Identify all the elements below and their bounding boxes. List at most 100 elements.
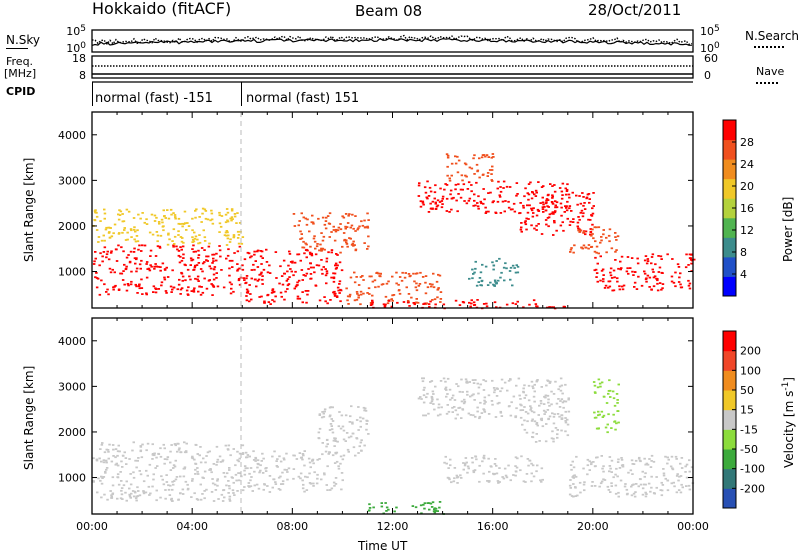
scatter-region-11 [569, 226, 620, 255]
nsearch-trace [91, 34, 693, 46]
colorbar-tick-label-6: -100 [740, 463, 765, 476]
colorbar-tick-label-2: 50 [740, 384, 754, 397]
colorbar-tick-label-2: 12 [740, 224, 754, 237]
colorbar-swatch-2 [723, 237, 736, 258]
colorbar-swatch-8 [723, 120, 736, 141]
ytick-label-2: 3000 [58, 174, 86, 187]
beam-title: Beam 08 [355, 2, 423, 20]
xtick-label-1: 04:00 [176, 520, 208, 533]
scatter-region-3 [292, 212, 370, 254]
date-title: 28/Oct/2011 [588, 1, 682, 19]
scatter-region-1 [243, 450, 345, 493]
cpid-divider-change [241, 82, 242, 106]
colorbar-tick-label-1: 8 [740, 246, 747, 259]
scatter-region-6 [417, 180, 569, 215]
colorbar-tick-label-5: -50 [740, 443, 758, 456]
velocity-scatter [92, 377, 695, 515]
colorbar-tick-label-1: 100 [740, 364, 761, 377]
colorbar-swatch-7 [723, 139, 736, 160]
scatter-region-7 [445, 153, 495, 182]
colorbar-swatch-6 [723, 159, 736, 180]
xtick-label-2: 08:00 [276, 520, 308, 533]
xtick-label-0: 00:00 [76, 520, 108, 533]
nave-tick-top: 60 [704, 52, 718, 65]
scatter-region-10 [593, 253, 696, 292]
scatter-region-0 [92, 441, 245, 502]
scatter-region-6 [568, 454, 695, 498]
colorbar-tick-label-3: 15 [740, 404, 754, 417]
ytick-label-3: 4000 [58, 129, 86, 142]
xtick-label-4: 16:00 [477, 520, 509, 533]
scatter-region-1 [92, 207, 245, 246]
freq-unit-label: [MHz] [4, 67, 37, 80]
power-panel: 1000 2000 3000 4000 [58, 111, 696, 310]
colorbar-swatch-0 [723, 488, 736, 509]
noise-tick-right-top: 105 [700, 24, 720, 38]
colorbar-tick-label-3: 16 [740, 202, 754, 215]
nsky-trace [91, 37, 693, 46]
noise-panel: 105 100 105 100 [66, 24, 720, 55]
noise-tick-left-top: 105 [66, 24, 86, 38]
colorbar-swatch-1 [723, 256, 736, 277]
colorbar-swatch-8 [723, 331, 736, 352]
freq-label: Freq. [6, 55, 34, 68]
scatter-region-0 [92, 244, 245, 296]
colorbar-tick-label-4: -15 [740, 423, 758, 436]
freq-tick-top: 18 [72, 52, 86, 65]
colorbar-tick-label-0: 4 [740, 268, 747, 281]
nave-legend-line [756, 82, 778, 84]
colorbar-tick-label-6: 28 [740, 136, 754, 149]
power-colorbar: 4 8 12 16 20 24 28 [722, 119, 754, 297]
xtick-label-6: 00:00 [677, 520, 709, 533]
ytick-label-2: 3000 [58, 380, 86, 393]
colorbar-swatch-4 [723, 409, 736, 430]
velocity-colorbar: 200 100 50 15 -15 -50 -100 -200 [722, 330, 765, 509]
scatter-region-4 [417, 377, 570, 420]
xlabel: Time UT [358, 539, 408, 553]
velocity-panel: 1000 2000 3000 4000 00:00 04:00 08:00 12:00 16:… [58, 317, 709, 533]
station-title: Hokkaido (fitACF) [92, 0, 232, 18]
colorbar-swatch-0 [723, 276, 736, 297]
cpid-label: CPID [6, 85, 36, 98]
ytick-label-3: 4000 [58, 335, 86, 348]
freq-tick-bottom: 8 [79, 69, 86, 82]
colorbar-tick-label-5: 24 [740, 158, 754, 171]
scatter-region-7 [592, 378, 620, 434]
colorbar-swatch-2 [723, 449, 736, 470]
scatter-region-3 [367, 501, 445, 515]
nsky-label: N.Sky [6, 33, 41, 47]
freq-panel: 18 8 60 0 [72, 52, 718, 82]
colorbar-swatch-7 [723, 350, 736, 371]
ytick-label-1: 2000 [58, 426, 86, 439]
colorbar-swatch-5 [723, 390, 736, 411]
colorbar-tick-label-7: -200 [740, 482, 765, 495]
ytick-label-0: 1000 [58, 472, 86, 485]
xtick-label-3: 12:00 [377, 520, 409, 533]
nsky-legend-line [6, 48, 28, 49]
nave-label: Nave [756, 65, 785, 78]
cpid-segment-2: normal (fast) 151 [246, 91, 360, 106]
nsearch-legend-line [754, 46, 784, 48]
scatter-region-4 [345, 271, 443, 306]
scatter-region-2 [317, 405, 370, 457]
colorbar-swatch-3 [723, 429, 736, 450]
scatter-region-2 [242, 248, 344, 305]
scatter-region-5 [443, 454, 544, 484]
nsearch-label: N.Search [745, 29, 800, 43]
scatter-region-9 [519, 190, 595, 236]
scatter-region-8 [468, 257, 520, 287]
colorbar-swatch-4 [723, 198, 736, 219]
nave-tick-bottom: 0 [704, 69, 711, 82]
cpid-divider-start [92, 82, 93, 106]
colorbar-swatch-1 [723, 468, 736, 489]
colorbar-swatch-6 [723, 370, 736, 391]
colorbar-swatch-5 [723, 178, 736, 199]
ytick-label-0: 1000 [58, 266, 86, 279]
colorbar-tick-label-0: 200 [740, 345, 761, 358]
colorbar-tick-label-4: 20 [740, 180, 754, 193]
xtick-label-5: 20:00 [577, 520, 609, 533]
power-scatter [92, 153, 696, 310]
ytick-label-1: 2000 [58, 220, 86, 233]
scatter-region-8 [519, 409, 571, 443]
